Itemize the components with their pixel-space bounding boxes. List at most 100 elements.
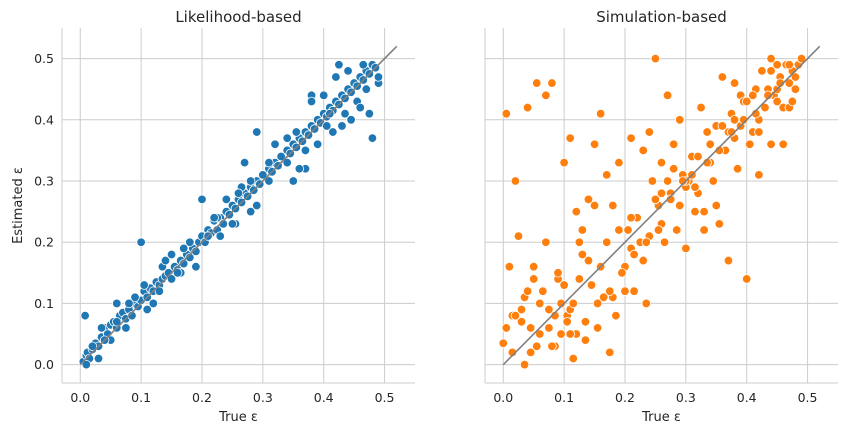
data-point: [185, 252, 195, 263]
data-point: [626, 133, 636, 143]
data-point: [215, 231, 225, 241]
data-point: [605, 286, 615, 296]
data-point: [130, 292, 140, 303]
data-point: [179, 258, 189, 269]
data-point: [528, 274, 539, 284]
data-point: [209, 213, 219, 223]
data-point: [705, 139, 715, 149]
data-point: [513, 231, 524, 241]
simulation-panel: 0.0 0.1 0.2 0.3 0.4 0.5 Simulation-based True ε: [484, 8, 838, 425]
data-point: [547, 341, 557, 351]
data-point: [361, 84, 372, 94]
data-point: [772, 96, 782, 107]
x-tick-label: 0.1: [131, 390, 151, 405]
x-tick-label: 0.5: [375, 390, 395, 405]
y-tick-label: 0.2: [34, 235, 54, 250]
data-point: [702, 127, 712, 137]
data-point: [264, 157, 274, 168]
data-point: [501, 323, 512, 333]
data-point: [662, 90, 673, 101]
data-point: [312, 139, 323, 149]
data-point: [784, 78, 795, 88]
data-point: [577, 249, 588, 260]
data-point: [586, 280, 597, 290]
data-point: [796, 53, 807, 64]
data-point: [221, 194, 232, 205]
data-point: [653, 225, 664, 235]
data-point: [322, 121, 332, 131]
data-point: [620, 286, 630, 296]
data-point: [288, 176, 298, 186]
data-point: [577, 225, 588, 235]
data-point: [121, 323, 131, 333]
y-tick-label: 0.4: [34, 112, 54, 127]
data-point: [139, 280, 149, 290]
data-point: [538, 286, 548, 296]
data-point: [556, 329, 566, 339]
data-point: [647, 176, 658, 186]
data-point: [498, 338, 508, 348]
data-point: [605, 347, 615, 358]
x-tick-label: 0.2: [615, 390, 635, 405]
data-point: [571, 206, 581, 217]
data-point: [787, 96, 798, 107]
data-point: [784, 60, 795, 70]
data-point: [614, 157, 624, 168]
data-point: [166, 249, 177, 260]
data-point: [583, 255, 594, 266]
data-point: [504, 262, 515, 272]
data-point: [562, 317, 572, 327]
data-point: [760, 102, 770, 113]
data-point: [355, 102, 365, 113]
data-point: [270, 139, 280, 149]
x-tick-label: 0.2: [192, 390, 212, 405]
data-point: [638, 145, 648, 156]
data-point: [699, 225, 709, 235]
data-point: [127, 310, 137, 321]
data-point: [598, 292, 609, 303]
panel-title: Likelihood-based: [175, 8, 301, 26]
data-point: [553, 268, 563, 278]
data-point: [559, 157, 569, 168]
data-point: [602, 170, 612, 180]
data-point: [748, 90, 758, 101]
data-point: [702, 157, 712, 168]
data-point: [757, 66, 767, 76]
data-point: [81, 359, 92, 370]
data-point: [525, 347, 536, 358]
data-point: [306, 96, 317, 107]
data-point: [675, 200, 685, 211]
data-point: [142, 304, 152, 315]
x-tick-label: 0.1: [554, 390, 574, 405]
data-point: [629, 286, 639, 296]
data-point: [358, 60, 368, 70]
data-point: [696, 102, 706, 113]
data-point: [608, 200, 618, 211]
data-point: [319, 90, 329, 101]
data-point: [550, 310, 560, 321]
data-point: [708, 176, 718, 186]
data-point: [611, 310, 621, 321]
data-point: [681, 243, 691, 254]
x-tick-label: 0.4: [737, 390, 757, 405]
data-point: [754, 127, 764, 137]
data-point: [544, 323, 554, 333]
data-point: [574, 237, 585, 247]
data-point: [568, 353, 578, 364]
data-point: [726, 127, 737, 137]
data-point: [751, 108, 761, 119]
data-point: [790, 84, 801, 94]
data-point: [672, 225, 682, 235]
data-point: [148, 298, 158, 309]
x-tick-label: 0.3: [253, 390, 273, 405]
data-point: [516, 317, 527, 327]
data-point: [772, 60, 782, 70]
data-point: [367, 133, 378, 143]
data-point: [112, 317, 122, 327]
data-point: [602, 237, 612, 247]
data-point: [373, 72, 384, 82]
data-point: [525, 323, 536, 333]
data-point: [239, 157, 250, 168]
data-point: [574, 274, 585, 284]
